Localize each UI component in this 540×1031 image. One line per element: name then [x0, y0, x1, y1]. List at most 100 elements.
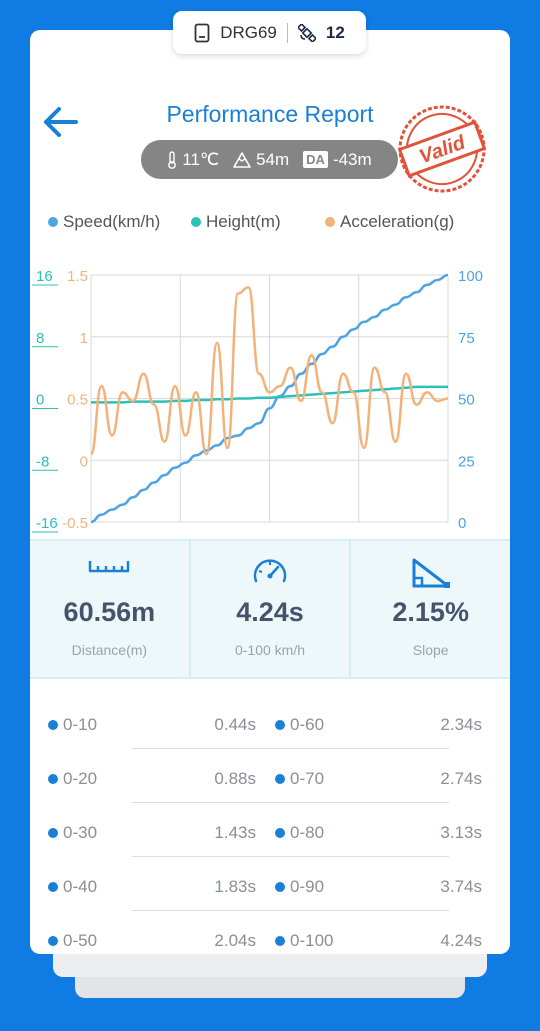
back-arrow-icon: [44, 107, 78, 137]
y-tick-label-speed: 100: [458, 268, 483, 285]
density-altitude-value: -43m: [332, 149, 372, 169]
split-row: 0-40 1.83s 0-90 3.74s: [30, 864, 510, 918]
legend-item-speed[interactable]: Speed(km/h): [48, 212, 160, 232]
row-divider: [132, 856, 449, 857]
stat-acceleration-time-label: 0-100 km/h: [234, 642, 306, 658]
split-row: 0-20 0.88s 0-70 2.74s: [30, 756, 510, 810]
bullet-dot: [48, 828, 58, 838]
split-row: 0-50 2.04s 0-100 4.24s: [30, 918, 510, 954]
split-row: 0-30 1.43s 0-80 3.13s: [30, 810, 510, 864]
row-divider: [132, 748, 449, 749]
split-time-right: 4.24s: [440, 931, 482, 950]
series-line-speed-km-h: [90, 273, 449, 524]
split-time-left: 1.43s: [214, 823, 256, 842]
legend-dot-acceleration: [325, 217, 335, 227]
split-time-right: 3.13s: [440, 823, 482, 842]
split-range-right: 0-100: [275, 931, 333, 951]
stat-slope-label: Slope: [412, 642, 449, 658]
y-tick-label-height: -16: [36, 515, 58, 532]
bullet-dot: [275, 720, 285, 730]
split-range-text: 0-90: [290, 877, 325, 896]
split-range-text: 0-30: [63, 823, 98, 842]
row-divider: [132, 802, 449, 803]
stat-distance: 60.56m Distance(m): [30, 541, 189, 677]
device-icon: [194, 23, 210, 42]
bullet-dot: [275, 774, 285, 784]
altitude-item: 54m: [233, 150, 289, 170]
y-tick-label-speed: 50: [458, 392, 475, 409]
y-tick-label-height: 16: [36, 268, 53, 285]
device-status-pill[interactable]: DRG69 12: [173, 11, 366, 54]
altitude-value: 54m: [256, 149, 290, 169]
da-badge: DA: [303, 151, 328, 168]
bullet-dot: [275, 828, 285, 838]
split-time-left: 2.04s: [214, 931, 256, 950]
series-line-acceleration-g: [89, 286, 449, 456]
split-range-left: 0-50: [48, 931, 97, 951]
split-time-left: 1.83s: [214, 877, 256, 896]
split-range-text: 0-20: [63, 769, 98, 788]
stat-slope-value: 2.15%: [392, 597, 469, 627]
stat-distance-label: Distance(m): [71, 642, 148, 658]
divider: [286, 22, 288, 43]
page-title: Performance Report: [166, 101, 374, 127]
y-tick-label-acceleration: 1: [80, 330, 88, 347]
bullet-dot: [48, 774, 58, 784]
split-time-left: 0.88s: [214, 769, 256, 788]
y-tick-label-acceleration: -0.5: [62, 515, 88, 532]
split-times-list: 0-10 0.44s 0-60 2.34s 0-20 0.88s 0-70 2.…: [30, 702, 510, 954]
split-range-right: 0-70: [275, 769, 324, 789]
split-range-text: 0-50: [63, 931, 98, 950]
legend-item-height[interactable]: Height(m): [191, 212, 281, 232]
report-card: Performance Report 11℃ 54m DA -43m Vali: [30, 30, 510, 954]
legend-label-height: Height(m): [206, 212, 281, 231]
y-tick-label-height: -8: [36, 453, 49, 470]
split-time-right: 3.74s: [440, 877, 482, 896]
split-range-text: 0-70: [290, 769, 325, 788]
ruler-icon: [89, 561, 130, 573]
y-tick-label-acceleration: 0.5: [67, 392, 88, 409]
stat-acceleration-time-value: 4.24s: [236, 597, 304, 627]
split-time-left: 0.44s: [214, 715, 256, 734]
satellite-count: 12: [325, 22, 345, 42]
split-range-right: 0-80: [275, 823, 324, 843]
split-time-right: 2.74s: [440, 769, 482, 788]
performance-chart[interactable]: 16 8 0 -8 -16 1.5 1 0.5 0 -0.5 100 75 50 25 0: [30, 245, 510, 545]
legend-label-acceleration: Acceleration(g): [340, 212, 455, 231]
stat-slope: 2.15% Slope: [349, 541, 510, 677]
satellite-icon: [297, 23, 316, 42]
temperature-item: 11℃: [167, 150, 219, 170]
y-tick-label-speed: 0: [458, 515, 466, 532]
bullet-dot: [48, 720, 58, 730]
mountain-icon: [233, 151, 251, 168]
split-range-text: 0-10: [63, 715, 98, 734]
y-tick-label-speed: 75: [458, 330, 475, 347]
split-range-left: 0-10: [48, 715, 97, 735]
bullet-dot: [275, 936, 285, 946]
device-name: DRG69: [220, 22, 277, 42]
split-range-left: 0-40: [48, 877, 97, 897]
split-range-text: 0-100: [290, 931, 334, 950]
legend-dot-height: [191, 217, 201, 227]
y-tick-label-acceleration: 0: [80, 453, 88, 470]
stat-acceleration-time: 4.24s 0-100 km/h: [188, 541, 350, 677]
bullet-dot: [48, 882, 58, 892]
split-range-right: 0-60: [275, 715, 324, 735]
slope-icon: [412, 558, 450, 588]
split-range-right: 0-90: [275, 877, 324, 897]
split-time-right: 2.34s: [440, 715, 482, 734]
y-tick-label-height: 0: [36, 392, 44, 409]
row-divider: [132, 910, 449, 911]
split-range-left: 0-20: [48, 769, 97, 789]
legend-dot-speed: [48, 217, 58, 227]
conditions-pill: 11℃ 54m DA -43m: [141, 140, 398, 179]
temperature-value: 11℃: [182, 149, 220, 169]
split-range-left: 0-30: [48, 823, 97, 843]
legend-item-acceleration[interactable]: Acceleration(g): [325, 212, 454, 232]
bullet-dot: [48, 936, 58, 946]
split-row: 0-10 0.44s 0-60 2.34s: [30, 702, 510, 756]
back-button[interactable]: [40, 104, 80, 140]
split-range-text: 0-60: [290, 715, 325, 734]
y-tick-label-speed: 25: [458, 453, 475, 470]
density-altitude-item: DA -43m: [303, 150, 372, 170]
